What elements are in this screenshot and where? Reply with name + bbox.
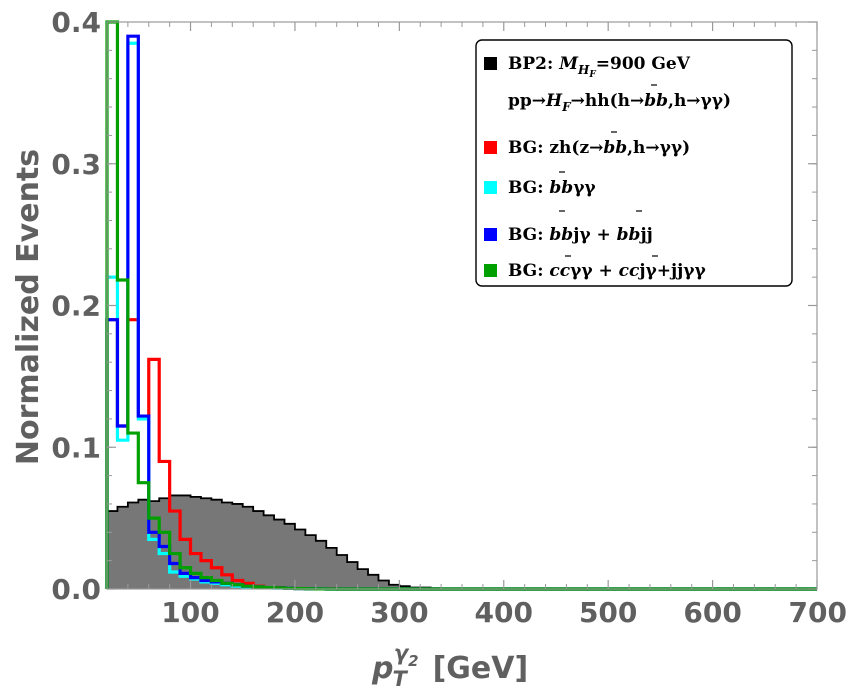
x-tick-label: 200 (266, 596, 324, 629)
legend-swatch-bbj (484, 228, 497, 241)
x-axis-title: pTγ2 [GeV] (371, 641, 528, 690)
legend-label-bp2: BP2: MHF=900 GeV (508, 54, 691, 80)
legend-swatch-cc (484, 264, 497, 277)
y-tick-label: 0.0 (51, 573, 101, 606)
x-tick-label: 700 (789, 596, 847, 629)
legend-label-bbgg: BG: bbγγ (508, 178, 596, 198)
legend: BP2: MHF=900 GeV pp→HF→hh(h→bb,h→γγ) BG:… (475, 39, 793, 287)
legend-label-bp2-process: pp→HF→hh(h→bb,h→γγ) (508, 91, 731, 114)
x-tick-label: 500 (579, 596, 637, 629)
x-axis-label: pTγ2 [GeV] (371, 641, 528, 690)
x-axis-label-base: p (371, 651, 393, 686)
x-axis-label-unit: [GeV] (433, 651, 529, 686)
axis-ticks: 0.0 0.1 0.2 0.3 0.4 100 200 300 400 500 600 700 (51, 6, 847, 629)
y-tick-label: 0.4 (51, 6, 101, 39)
x-axis-label-sup: γ (394, 641, 410, 665)
legend-swatch-bp2 (484, 57, 497, 70)
x-axis-label-sub: T (392, 667, 408, 690)
legend-label-zh: BG: zh(z→bb,h→γγ) (508, 138, 690, 158)
legend-label-bbj: BG: bbjγ + bbjj (508, 225, 653, 245)
series-fill (107, 495, 817, 589)
y-tick-label: 0.1 (51, 431, 101, 464)
y-tick-label: 0.2 (51, 290, 101, 323)
x-tick-label: 100 (161, 596, 219, 629)
y-axis-title: Normalized Events (11, 149, 46, 465)
x-axis-label-sup-sub: 2 (408, 652, 418, 670)
y-axis-label: Normalized Events (11, 149, 46, 465)
x-tick-label: 400 (475, 596, 533, 629)
legend-swatch-zh (484, 141, 497, 154)
legend-label-cc: BG: ccγγ + ccjγ+jjγγ (508, 261, 706, 281)
y-tick-label: 0.3 (51, 148, 101, 181)
x-tick-label: 600 (683, 596, 741, 629)
legend-swatch-bbgg (484, 181, 497, 194)
legend-box (475, 39, 793, 287)
x-tick-label: 300 (370, 596, 428, 629)
